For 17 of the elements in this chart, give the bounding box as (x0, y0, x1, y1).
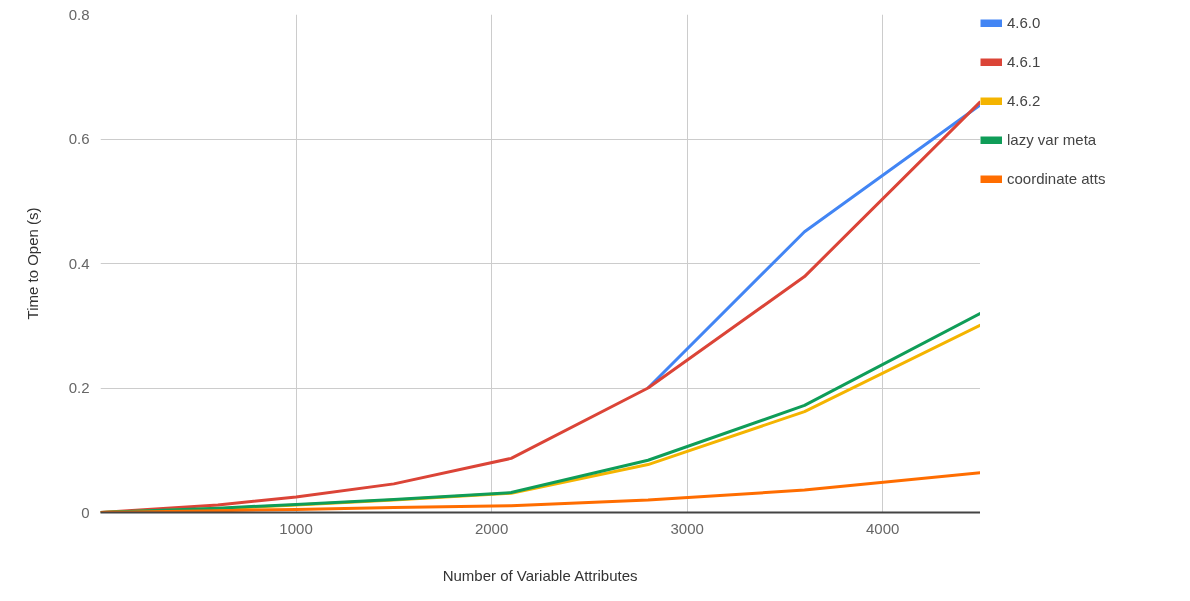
x-tick-label: 2000 (474, 519, 509, 537)
y-tick-label: 0 (81, 503, 90, 521)
x-tick-label: 3000 (670, 519, 704, 537)
y-tick-label: 0.6 (68, 130, 90, 147)
legend-label: coordinate atts (1007, 170, 1106, 187)
x-tick-label: 1000 (279, 519, 313, 537)
legend-label: 4.6.1 (1007, 53, 1041, 70)
x-tick-label: 4000 (866, 519, 900, 537)
legend-label: 4.6.0 (1007, 14, 1041, 31)
line-series (100, 471, 980, 513)
legend-label: 4.6.2 (1007, 92, 1041, 109)
y-tick-label: 0.8 (68, 5, 90, 23)
y-tick-label: 0.4 (68, 254, 90, 272)
y-axis-title: Time to Open (s) (23, 207, 41, 320)
y-tick-label: 0.2 (68, 379, 90, 396)
legend-label: lazy var meta (1007, 131, 1097, 148)
x-axis-title: Number of Variable Attributes (442, 566, 638, 584)
